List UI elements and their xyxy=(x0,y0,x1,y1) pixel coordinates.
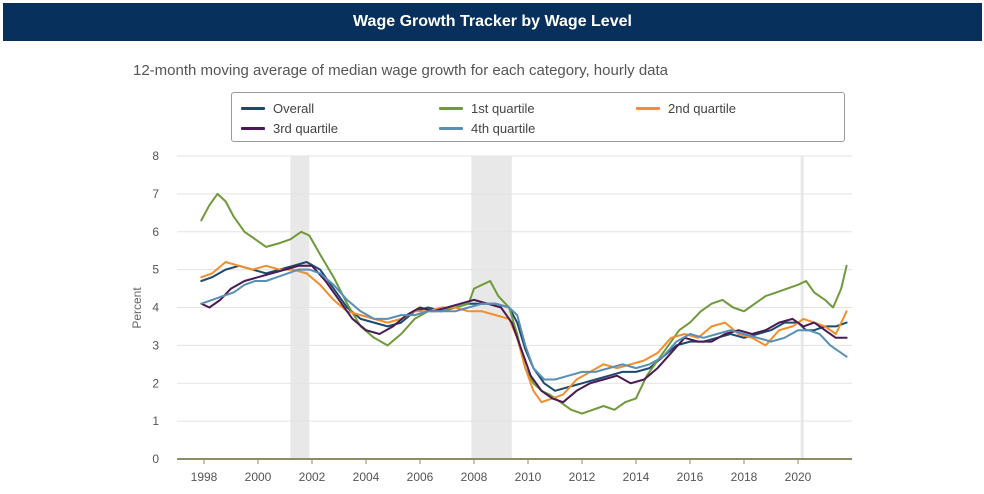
y-gridlines xyxy=(177,155,852,422)
legend-item-3rd-quartile[interactable]: 3rd quartile xyxy=(241,121,338,136)
legend-label-1st-quartile: 1st quartile xyxy=(471,101,535,116)
y-tick-label-7: 7 xyxy=(152,187,159,201)
series-line-4th-quartile[interactable] xyxy=(200,268,848,381)
x-tick-label-2014: 2014 xyxy=(623,470,650,484)
legend-item-2nd-quartile[interactable]: 2nd quartile xyxy=(636,101,736,116)
y-tick-label-4: 4 xyxy=(152,301,159,315)
x-tick-label-2000: 2000 xyxy=(245,470,272,484)
y-tick-label-0: 0 xyxy=(152,452,159,466)
legend-item-1st-quartile[interactable]: 1st quartile xyxy=(439,101,535,116)
y-tick-label-2: 2 xyxy=(152,376,159,390)
x-tick-label-2002: 2002 xyxy=(299,470,326,484)
legend-item-4th-quartile[interactable]: 4th quartile xyxy=(439,121,535,136)
series-line-2nd-quartile[interactable] xyxy=(200,261,848,404)
legend-label-2nd-quartile: 2nd quartile xyxy=(668,101,736,116)
chart-header-title: Wage Growth Tracker by Wage Level xyxy=(353,13,632,30)
chart-subtitle: 12-month moving average of median wage g… xyxy=(133,62,669,79)
chart-legend: Overall 1st quartile 2nd quartile 3rd qu… xyxy=(231,92,845,142)
x-tick-label-2018: 2018 xyxy=(731,470,758,484)
y-axis-title: Percent xyxy=(130,287,144,329)
y-tick-label-1: 1 xyxy=(152,414,159,428)
y-tick-label-8: 8 xyxy=(152,149,159,163)
x-tick-label-2010: 2010 xyxy=(515,470,542,484)
legend-swatch-3rd-quartile xyxy=(241,127,265,130)
legend-swatch-overall xyxy=(241,107,265,110)
legend-swatch-2nd-quartile xyxy=(636,107,660,110)
legend-label-4th-quartile: 4th quartile xyxy=(471,121,536,136)
legend-swatch-1st-quartile xyxy=(439,107,463,110)
legend-swatch-4th-quartile xyxy=(439,127,463,130)
series-line-3rd-quartile[interactable] xyxy=(200,264,848,404)
series-lines xyxy=(200,192,848,415)
x-tick-label-2006: 2006 xyxy=(407,470,434,484)
chart-header-bar: Wage Growth Tracker by Wage Level xyxy=(3,3,982,41)
series-line-1st-quartile[interactable] xyxy=(200,192,848,415)
y-tick-label-3: 3 xyxy=(152,338,159,352)
legend-label-overall: Overall xyxy=(273,101,315,116)
x-tick-label-2016: 2016 xyxy=(677,470,704,484)
legend-item-overall[interactable]: Overall xyxy=(241,101,314,116)
y-tick-label-5: 5 xyxy=(152,263,159,277)
x-tick-label-2004: 2004 xyxy=(353,470,380,484)
legend-label-3rd-quartile: 3rd quartile xyxy=(273,121,339,136)
x-tick-label-2008: 2008 xyxy=(461,470,488,484)
x-tick-label-1998: 1998 xyxy=(191,470,218,484)
x-tick-label-2020: 2020 xyxy=(785,470,812,484)
y-tick-label-6: 6 xyxy=(152,225,159,239)
x-tick-label-2012: 2012 xyxy=(569,470,596,484)
axes: 0 1 2 3 4 5 6 7 8 1998 2000 2002 2004 2006 2008 2010 201… xyxy=(152,149,852,484)
